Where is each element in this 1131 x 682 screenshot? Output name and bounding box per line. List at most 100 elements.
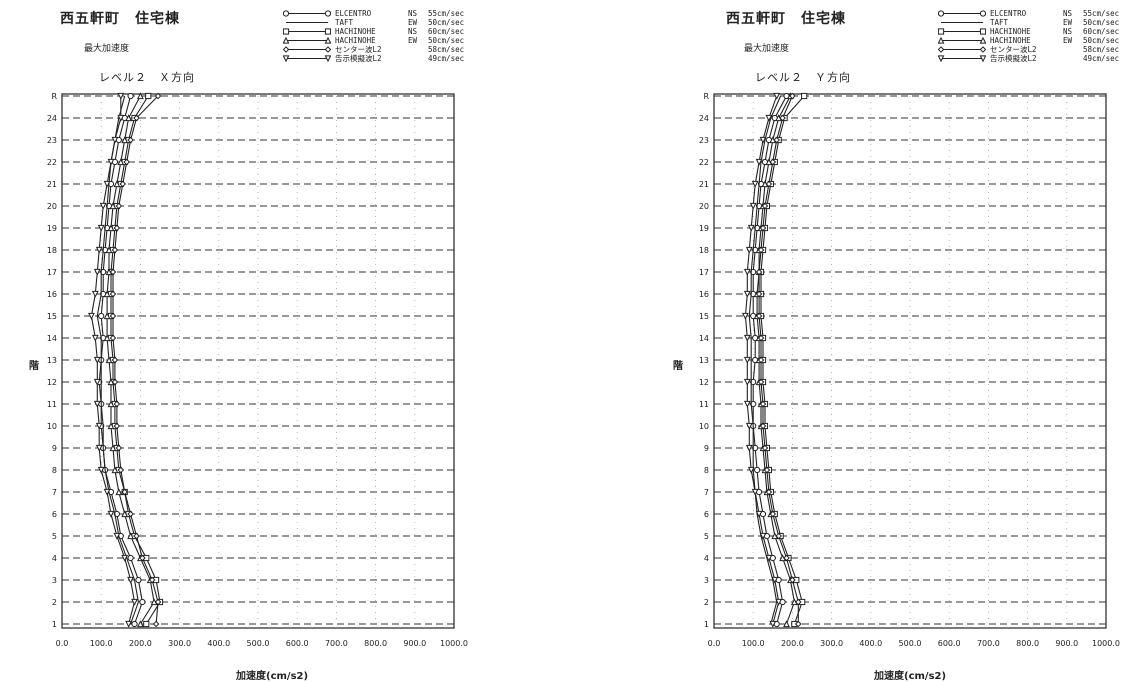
- data-point: [745, 422, 753, 430]
- data-point: [757, 356, 765, 364]
- data-point: [773, 92, 781, 100]
- legend-marker: [938, 28, 945, 35]
- data-point: [759, 400, 767, 408]
- data-point: [761, 202, 769, 210]
- data-point: [109, 334, 117, 342]
- x-tick-label: 700.0: [325, 639, 348, 648]
- x-tick-label: 200.0: [781, 639, 804, 648]
- data-point: [775, 532, 782, 540]
- floor-label: 11: [47, 400, 57, 409]
- data-point: [148, 576, 156, 584]
- data-point: [743, 268, 751, 276]
- data-point: [750, 378, 757, 386]
- data-point: [105, 246, 113, 254]
- data-point: [121, 136, 129, 144]
- data-point: [743, 356, 751, 364]
- plot-frame: [61, 93, 455, 629]
- series-name: HACHINOHE: [990, 36, 1031, 45]
- floor-label: 3: [52, 576, 57, 585]
- data-point: [95, 422, 103, 430]
- x-tick-label: 900.0: [1055, 639, 1078, 648]
- data-point: [117, 158, 125, 166]
- data-point: [743, 378, 751, 386]
- data-point: [749, 202, 757, 210]
- series-direction: EW: [408, 18, 418, 27]
- plot-frame: [713, 93, 1107, 629]
- data-point: [107, 422, 115, 430]
- legend-swatch: [938, 55, 986, 63]
- data-point: [769, 510, 777, 518]
- chart-subtitle: 最大加速度: [744, 44, 790, 54]
- data-point: [127, 510, 134, 518]
- chart-title: 西五軒町 住宅棟: [60, 11, 180, 27]
- floor-label: 22: [47, 158, 57, 167]
- data-point: [111, 246, 119, 254]
- data-point: [154, 598, 162, 606]
- series-velocity: 58cm/sec: [1083, 45, 1120, 54]
- data-point: [123, 158, 130, 166]
- floor-label: 15: [699, 312, 709, 321]
- data-point: [775, 598, 783, 606]
- data-point: [91, 334, 99, 342]
- data-point: [136, 92, 144, 100]
- series-name: TAFT: [335, 18, 354, 27]
- floor-label: 2: [52, 598, 57, 607]
- floor-label: 13: [47, 356, 57, 365]
- data-point: [103, 312, 111, 320]
- data-point: [119, 180, 127, 188]
- data-point: [131, 598, 138, 606]
- y-axis-label: 階: [29, 361, 39, 372]
- series-velocity: 50cm/sec: [1083, 18, 1120, 27]
- data-point: [127, 554, 134, 562]
- x-tick-label: 100.0: [742, 639, 765, 648]
- series-direction: NS: [1063, 27, 1073, 36]
- legend-marker: [324, 28, 331, 35]
- legend-marker: [324, 55, 331, 63]
- x-tick-label: 400.0: [859, 639, 882, 648]
- legend-marker: [324, 10, 331, 17]
- data-point: [133, 114, 140, 122]
- data-point: [107, 224, 115, 232]
- data-point: [135, 576, 142, 584]
- floor-label: 15: [47, 312, 57, 321]
- data-point: [109, 202, 117, 210]
- floor-label: 21: [699, 180, 709, 189]
- floor-label: 20: [699, 202, 709, 211]
- x-tick-label: 0.0: [708, 639, 721, 648]
- data-point: [113, 422, 121, 430]
- legend-marker: [283, 28, 290, 35]
- data-point: [103, 334, 111, 342]
- floor-label: 14: [699, 334, 709, 343]
- data-point: [111, 356, 119, 364]
- data-point: [783, 554, 790, 562]
- floor-label: 1: [52, 620, 57, 629]
- data-point: [743, 290, 751, 298]
- x-tick-label: 800.0: [1016, 639, 1039, 648]
- legend-swatch: [286, 22, 328, 23]
- legend-swatch: [283, 28, 331, 35]
- data-point: [757, 246, 765, 254]
- legend-marker: [283, 55, 290, 63]
- legend-swatch: [938, 10, 986, 17]
- data-point: [779, 114, 786, 122]
- data-point: [97, 466, 105, 474]
- data-point: [93, 268, 101, 276]
- data-point: [765, 114, 773, 122]
- data-point: [121, 488, 129, 496]
- data-point: [759, 224, 767, 232]
- series-velocity: 60cm/sec: [428, 27, 465, 36]
- data-point: [105, 356, 113, 364]
- chart-svg-y: 123456789101112131415161718192021222324R…: [699, 92, 1120, 648]
- data-point: [127, 576, 135, 584]
- data-point: [743, 334, 751, 342]
- series-name: HACHINOHE: [990, 27, 1031, 36]
- data-point: [745, 444, 753, 452]
- x-tick-label: 600.0: [286, 639, 309, 648]
- x-tick-label: 300.0: [820, 639, 843, 648]
- data-point: [773, 136, 781, 144]
- data-point: [93, 400, 101, 408]
- data-point: [109, 312, 117, 320]
- series-direction: EW: [1063, 36, 1073, 45]
- data-point: [97, 224, 105, 232]
- data-point: [131, 620, 138, 628]
